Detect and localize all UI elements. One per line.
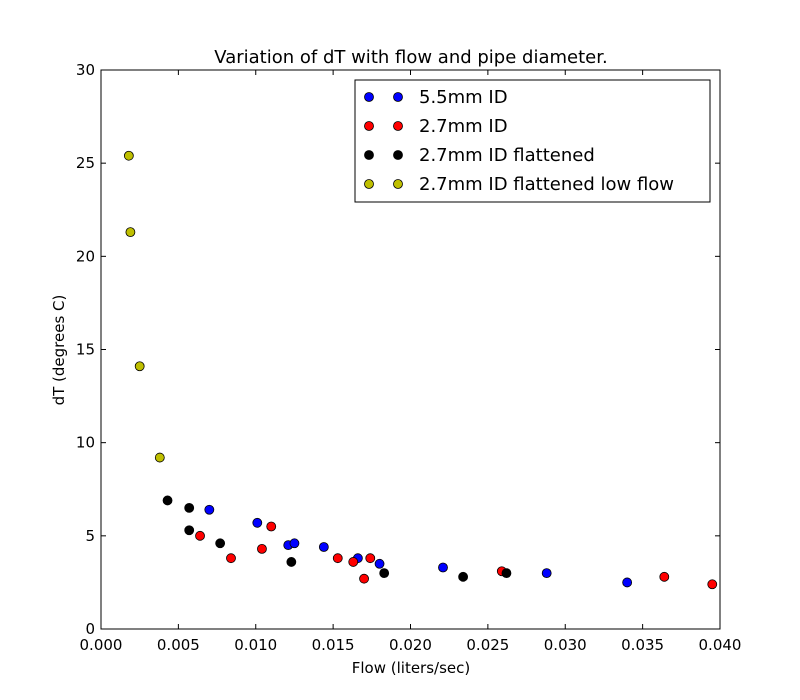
data-point — [266, 521, 277, 532]
x-tick-label: 0.025 — [466, 636, 509, 654]
y-tick-label: 5 — [85, 527, 95, 545]
legend-marker — [364, 121, 374, 131]
legend-label: 5.5mm ID — [419, 87, 508, 108]
legend-label: 2.7mm ID — [419, 116, 508, 137]
data-point — [359, 573, 369, 584]
data-point — [348, 557, 359, 567]
legend-marker — [393, 179, 403, 189]
legend-marker — [364, 179, 374, 189]
data-point — [257, 543, 267, 554]
x-tick-label: 0.005 — [157, 636, 200, 654]
data-point — [707, 579, 718, 590]
x-tick-label: 0.020 — [389, 636, 432, 654]
data-point — [226, 553, 236, 564]
axis-ticks: 0.000 0.005 0.010 0.015 0.020 0.025 0.030 0.035… — [76, 61, 742, 654]
data-point — [154, 452, 165, 463]
y-axis-label: dT (degrees C) — [50, 295, 68, 406]
legend-label: 2.7mm ID flattened low flow — [419, 174, 674, 195]
x-tick-label: 0.030 — [544, 636, 587, 654]
x-tick-label: 0.035 — [621, 636, 664, 654]
data-point — [501, 568, 512, 578]
legend-label: 2.7mm ID flattened — [419, 145, 595, 166]
data-point — [123, 150, 134, 161]
x-tick-label: 0.015 — [312, 636, 355, 654]
data-point — [438, 562, 448, 573]
y-tick-label: 10 — [76, 434, 95, 452]
y-tick-label: 20 — [76, 247, 95, 265]
data-point — [134, 361, 145, 372]
y-tick-label: 30 — [76, 61, 95, 79]
data-point — [659, 571, 670, 582]
legend-marker — [393, 121, 403, 131]
data-point — [252, 517, 263, 528]
legend-marker — [364, 150, 374, 160]
data-point — [184, 525, 195, 536]
x-tick-label: 0.000 — [80, 636, 123, 654]
y-tick-label: 0 — [85, 620, 95, 638]
y-tick-label: 25 — [76, 154, 95, 172]
x-tick-label: 0.010 — [234, 636, 277, 654]
data-point — [379, 568, 390, 578]
legend-marker — [393, 92, 403, 102]
data-point — [374, 558, 385, 569]
data-point — [125, 227, 136, 238]
data-point — [365, 553, 376, 564]
legend-marker — [393, 150, 403, 160]
data-point — [318, 542, 329, 552]
data-point — [332, 553, 343, 564]
data-point — [286, 557, 297, 567]
legend-box — [354, 79, 711, 203]
legend: 5.5mm ID 2.7mm ID 2.7mm ID flattened 2.7mm … — [354, 79, 711, 203]
data-point — [289, 538, 300, 549]
data-point — [204, 504, 215, 515]
data-point — [215, 538, 226, 549]
data-point — [195, 530, 205, 541]
chart-title: Variation of dT with flow and pipe diame… — [214, 47, 607, 68]
x-tick-label: 0.040 — [699, 636, 742, 654]
y-tick-label: 15 — [76, 341, 95, 359]
data-point — [541, 568, 552, 578]
plot-marks — [123, 150, 718, 590]
data-point — [162, 495, 173, 506]
data-point — [184, 502, 195, 513]
legend-marker — [364, 92, 374, 102]
x-axis-label: Flow (liters/sec) — [352, 659, 470, 677]
data-point — [622, 577, 633, 588]
data-point — [458, 571, 469, 582]
